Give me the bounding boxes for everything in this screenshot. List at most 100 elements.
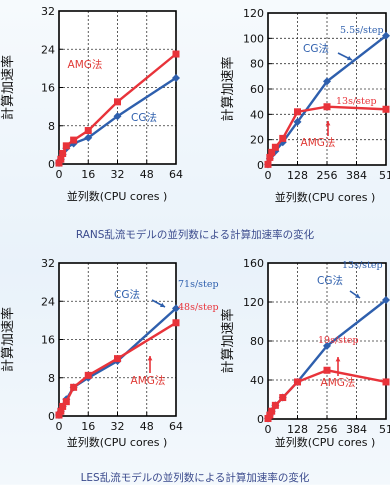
x-tick-label: 64 bbox=[169, 168, 183, 181]
data-point-amg bbox=[279, 134, 287, 142]
data-point-amg bbox=[323, 366, 331, 374]
y-axis-label: 計算加速率 bbox=[0, 307, 16, 372]
x-tick-label: 64 bbox=[169, 420, 183, 433]
data-point-amg bbox=[57, 155, 65, 163]
x-axis-label: 並列数(CPU cores ) bbox=[275, 435, 376, 449]
series-label-cg: CG法 bbox=[317, 274, 343, 287]
data-point-amg bbox=[114, 355, 121, 363]
x-axis-label: 並列数(CPU cores ) bbox=[67, 189, 168, 203]
data-point-amg bbox=[279, 394, 287, 402]
x-tick-label: 0 bbox=[265, 169, 272, 182]
series-label-cg: CG法 bbox=[303, 42, 329, 55]
data-point-cg bbox=[293, 117, 302, 126]
data-point-amg bbox=[268, 148, 276, 156]
data-point-amg bbox=[114, 98, 121, 106]
y-tick-label: 60 bbox=[250, 83, 264, 96]
chart-les-512: 0 128 256 384 51 0 40 80 120 160 並列数(CPU cores ) 計算… bbox=[220, 257, 390, 449]
series-label-cg: CG法 bbox=[131, 111, 157, 124]
chart-rans-512: 0 128 256 384 51 0 20 40 60 80 100 120 並列数(CPU cores… bbox=[220, 7, 390, 204]
y-tick-label: 8 bbox=[48, 372, 55, 385]
les-caption: LES乱流モデルの並列数による計算加速率の変化 bbox=[80, 472, 310, 484]
series-label-amg: AMG法 bbox=[68, 58, 103, 71]
y-tick-label: 16 bbox=[41, 334, 55, 347]
data-point-amg bbox=[271, 143, 279, 151]
data-point-cg bbox=[323, 77, 331, 86]
arrow-head bbox=[325, 121, 331, 126]
data-point-amg bbox=[264, 160, 272, 168]
data-point-cg bbox=[382, 296, 390, 305]
data-point-amg bbox=[57, 407, 65, 415]
data-point-amg bbox=[266, 411, 274, 419]
x-tick-label: 48 bbox=[140, 168, 154, 181]
x-tick-label: 256 bbox=[317, 423, 338, 436]
x-tick-label: 32 bbox=[111, 168, 125, 181]
y-tick-label: 100 bbox=[243, 32, 264, 45]
data-point-cg bbox=[172, 73, 180, 82]
y-axis-label: 計算加速率 bbox=[220, 308, 236, 373]
time-per-step-annotation: 19s/step bbox=[318, 335, 359, 346]
chart-les-64: 0 16 32 48 64 0 8 16 24 32 並列数(CPU cores ) 計算加速率 CG法… bbox=[0, 257, 219, 449]
data-point-amg bbox=[59, 149, 67, 157]
y-tick-label: 8 bbox=[48, 120, 55, 133]
data-point-cg bbox=[172, 304, 180, 313]
data-point-amg bbox=[294, 378, 301, 386]
arrow-head bbox=[160, 302, 165, 308]
chart-rans-64: 0 16 32 48 64 0 8 16 24 32 並列数(CPU cores ) 計算加速率 AMG… bbox=[0, 5, 183, 203]
y-tick-label: 40 bbox=[250, 108, 264, 121]
x-tick-label: 384 bbox=[346, 169, 367, 182]
data-point-cg bbox=[84, 133, 93, 142]
x-tick-label: 16 bbox=[81, 420, 95, 433]
y-axis-label: 計算加速率 bbox=[220, 56, 236, 121]
y-tick-label: 80 bbox=[250, 335, 264, 348]
x-axis-label: 並列数(CPU cores ) bbox=[67, 435, 168, 449]
data-point-amg bbox=[62, 142, 70, 150]
y-tick-label: 16 bbox=[41, 82, 55, 95]
y-tick-label: 20 bbox=[250, 134, 264, 147]
x-tick-label: 128 bbox=[287, 169, 308, 182]
series-label-amg: AMG法 bbox=[301, 136, 336, 149]
x-tick-label: 16 bbox=[81, 168, 95, 181]
data-point-amg bbox=[70, 383, 78, 391]
data-point-amg bbox=[59, 402, 67, 410]
time-per-step-annotation: 13s/step bbox=[336, 96, 377, 107]
time-per-step-annotation: 71s/step bbox=[178, 279, 219, 290]
y-tick-label: 120 bbox=[243, 7, 264, 20]
data-point-amg bbox=[55, 159, 63, 167]
y-tick-label: 120 bbox=[243, 296, 264, 309]
series-label-amg: AMG法 bbox=[321, 376, 356, 389]
x-tick-label: 128 bbox=[287, 423, 308, 436]
y-tick-label: 24 bbox=[41, 295, 55, 308]
rans-caption: RANS乱流モデルの並列数による計算加速率の変化 bbox=[75, 229, 315, 241]
y-tick-label: 32 bbox=[41, 5, 55, 18]
data-point-amg bbox=[382, 105, 390, 113]
data-point-amg bbox=[382, 378, 390, 386]
arrow-head bbox=[335, 357, 341, 362]
y-tick-label: 0 bbox=[48, 410, 55, 423]
data-point-amg bbox=[70, 136, 78, 144]
arrow-head bbox=[355, 293, 360, 298]
y-tick-label: 0 bbox=[257, 159, 264, 172]
y-tick-label: 32 bbox=[41, 257, 55, 270]
x-tick-label: 256 bbox=[317, 169, 338, 182]
time-per-step-annotation: 5.5s/step bbox=[340, 25, 384, 36]
x-axis-label: 並列数(CPU cores ) bbox=[275, 190, 376, 204]
x-tick-label: 51 bbox=[379, 169, 390, 182]
y-axis-label: 計算加速率 bbox=[0, 55, 16, 120]
data-point-amg bbox=[172, 50, 180, 58]
y-tick-label: 0 bbox=[48, 158, 55, 171]
series-label-cg: CG法 bbox=[114, 288, 140, 301]
time-per-step-annotation: 13s/step bbox=[342, 260, 383, 271]
data-point-cg bbox=[113, 112, 122, 121]
arrow-head bbox=[347, 55, 352, 61]
data-point-amg bbox=[84, 371, 92, 379]
time-per-step-annotation: 48s/step bbox=[178, 302, 219, 313]
x-tick-label: 0 bbox=[56, 420, 63, 433]
data-point-amg bbox=[62, 398, 70, 406]
x-tick-label: 384 bbox=[346, 423, 367, 436]
data-point-amg bbox=[172, 319, 180, 327]
y-tick-label: 0 bbox=[257, 413, 264, 426]
data-point-amg bbox=[55, 411, 63, 419]
x-tick-label: 0 bbox=[265, 423, 272, 436]
x-tick-label: 0 bbox=[56, 168, 63, 181]
